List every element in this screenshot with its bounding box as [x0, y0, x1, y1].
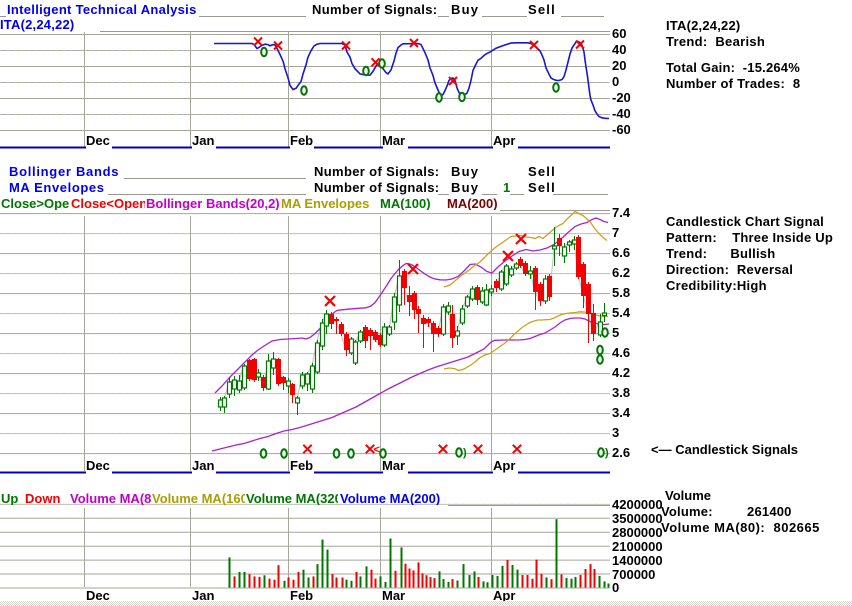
- svg-text:<: <: [374, 444, 380, 456]
- svg-text:): ): [605, 447, 609, 459]
- svg-text:): ): [463, 447, 467, 459]
